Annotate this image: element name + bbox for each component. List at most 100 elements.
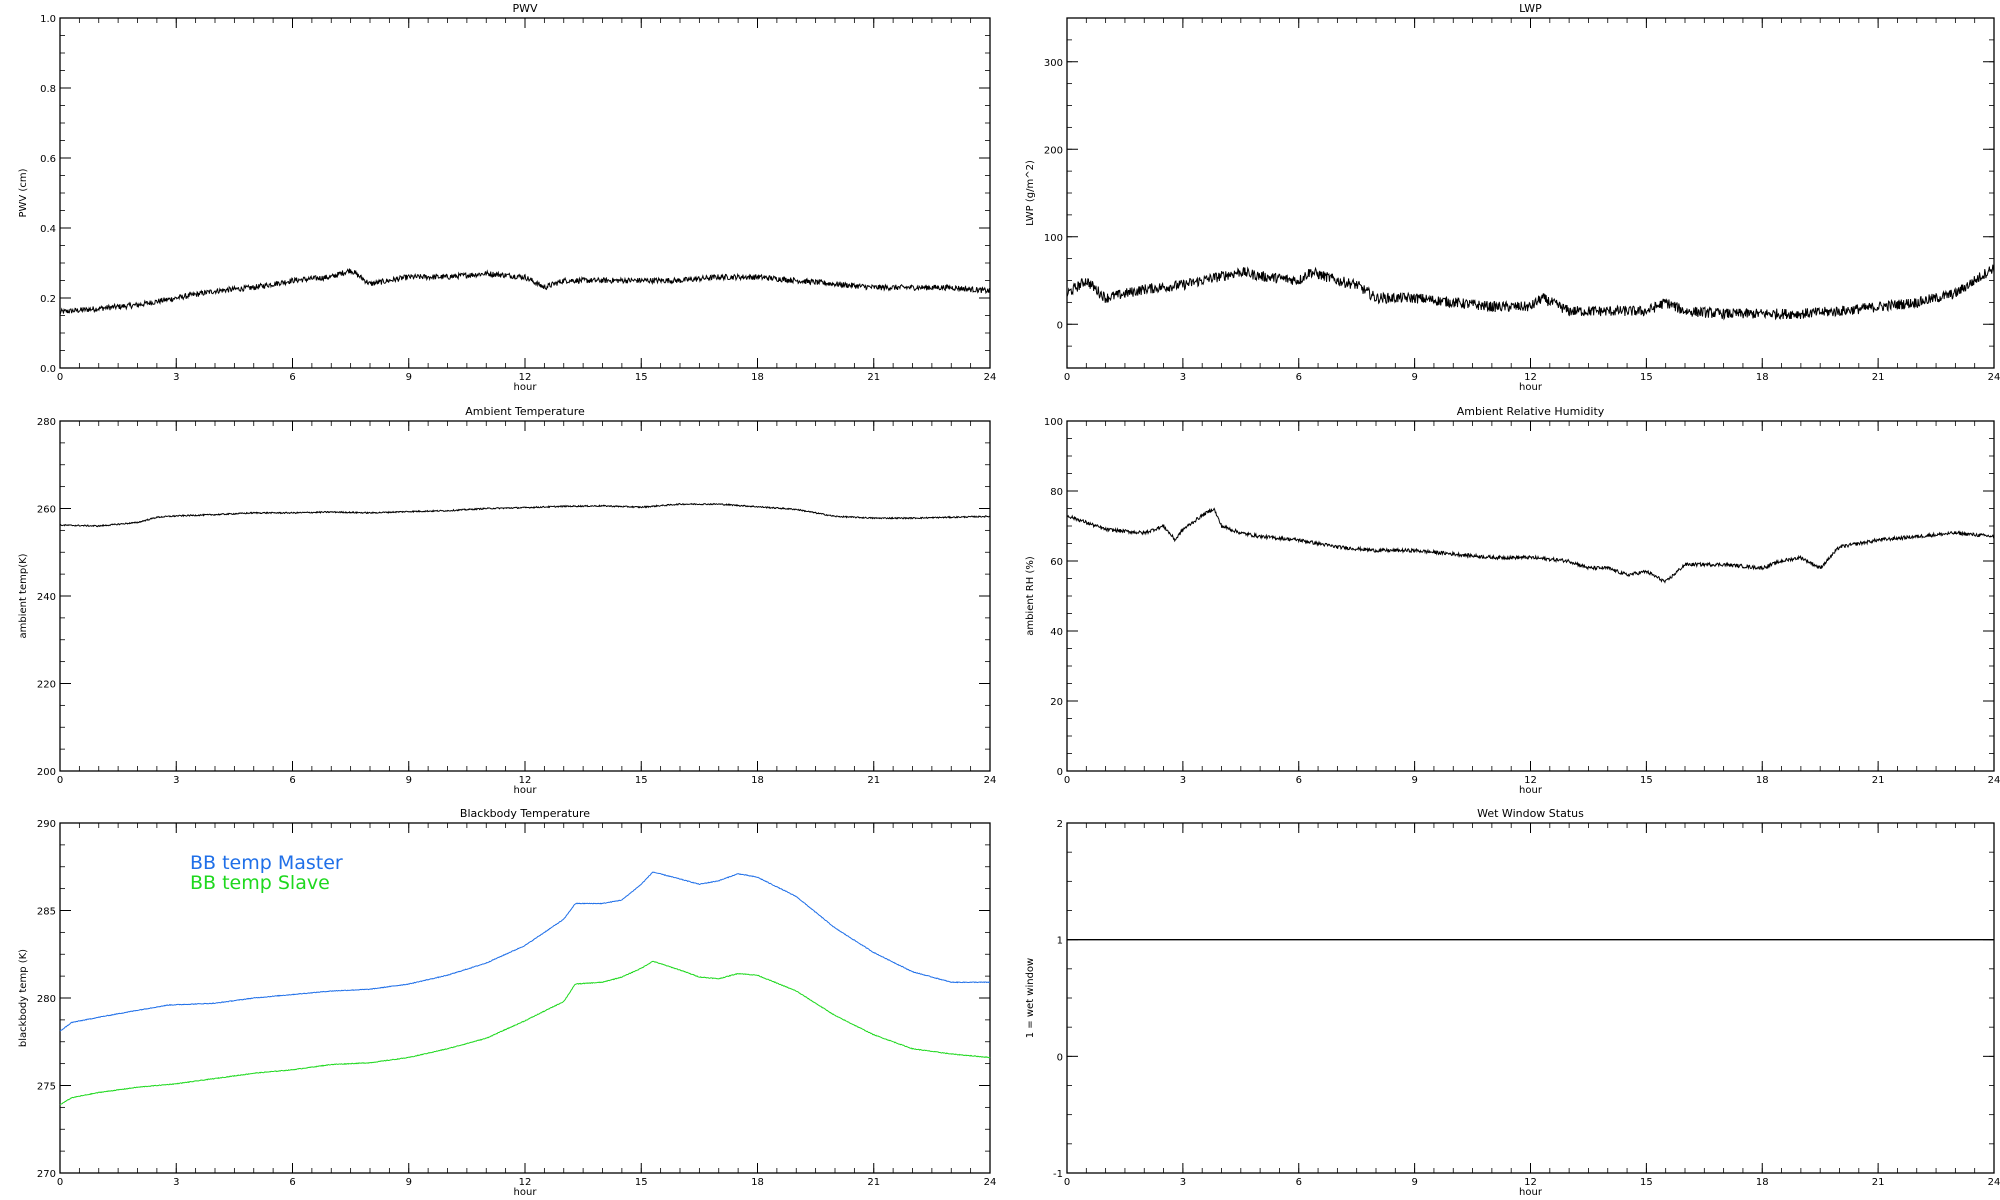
y-tick-label: 2 [1057, 819, 1063, 830]
x-tick-label: 24 [984, 372, 997, 383]
y-tick-label: 290 [37, 819, 56, 830]
x-tick-label: 21 [867, 775, 880, 786]
x-axis-label: hour [514, 1187, 538, 1198]
y-tick-label: -1 [1053, 1169, 1063, 1180]
x-tick-label: 3 [1180, 1177, 1186, 1188]
x-tick-label: 12 [519, 775, 532, 786]
x-tick-label: 6 [1296, 372, 1302, 383]
x-tick-label: 24 [1988, 372, 2000, 383]
x-tick-label: 3 [173, 372, 179, 383]
y-tick-label: 280 [37, 417, 56, 428]
series-line [59, 960, 991, 1106]
x-tick-label: 9 [1411, 1177, 1417, 1188]
y-tick-label: 0 [1057, 1052, 1063, 1063]
chart-title: Wet Window Status [1477, 807, 1584, 820]
plot-frame [1066, 420, 1995, 772]
x-tick-label: 6 [289, 1177, 295, 1188]
legend-entry: BB temp Slave [190, 872, 330, 894]
x-tick-label: 24 [1988, 1177, 2000, 1188]
y-tick-label: 40 [1050, 627, 1063, 638]
x-tick-label: 12 [1524, 1177, 1537, 1188]
y-tick-label: 240 [37, 592, 56, 603]
x-tick-label: 3 [1180, 372, 1186, 383]
x-tick-label: 12 [519, 372, 532, 383]
x-tick-label: 6 [289, 775, 295, 786]
plot-frame [59, 17, 991, 369]
y-tick-label: 80 [1050, 487, 1063, 498]
x-tick-label: 15 [1640, 372, 1653, 383]
plot-frame [59, 420, 991, 772]
x-tick-label: 18 [1756, 372, 1769, 383]
y-tick-label: 280 [37, 994, 56, 1005]
x-tick-label: 9 [1411, 775, 1417, 786]
x-axis-label: hour [1519, 382, 1543, 393]
y-tick-label: 0 [1057, 320, 1063, 331]
x-tick-label: 18 [1756, 775, 1769, 786]
x-tick-label: 15 [635, 775, 648, 786]
x-tick-label: 12 [519, 1177, 532, 1188]
chart-title: Blackbody Temperature [460, 807, 590, 820]
x-tick-label: 21 [1872, 372, 1885, 383]
chart-panel: PWV 0 3 6 9 12 15 18 21 24 hour 0.0 0.2 0.4 0.6 0.8 1.0 P… [18, 2, 996, 393]
plot-frame [1066, 822, 1995, 1174]
y-tick-label: 285 [37, 907, 56, 918]
y-tick-label: 300 [1044, 58, 1063, 69]
y-tick-label: 200 [37, 767, 56, 778]
x-tick-label: 12 [1524, 775, 1537, 786]
y-tick-label: 275 [37, 1082, 56, 1093]
x-tick-label: 15 [635, 1177, 648, 1188]
x-tick-label: 21 [1872, 1177, 1885, 1188]
x-tick-label: 6 [1296, 775, 1302, 786]
plot-frame [1066, 17, 1995, 369]
x-tick-label: 3 [173, 775, 179, 786]
y-tick-label: 100 [1044, 233, 1063, 244]
x-axis-label: hour [1519, 785, 1543, 796]
x-tick-label: 15 [1640, 1177, 1653, 1188]
y-tick-label: 1.0 [40, 14, 56, 25]
x-tick-label: 18 [751, 1177, 764, 1188]
x-tick-label: 0 [57, 1177, 63, 1188]
x-tick-label: 6 [289, 372, 295, 383]
series-line [1066, 507, 1995, 584]
x-axis-label: hour [514, 382, 538, 393]
x-tick-label: 0 [57, 775, 63, 786]
y-axis-label: PWV (cm) [18, 168, 29, 217]
x-tick-label: 24 [984, 775, 997, 786]
x-tick-label: 0 [1064, 775, 1070, 786]
series-line [59, 871, 991, 1032]
y-tick-label: 270 [37, 1169, 56, 1180]
y-tick-label: 0.6 [40, 154, 56, 165]
y-tick-label: 260 [37, 505, 56, 516]
x-tick-label: 3 [173, 1177, 179, 1188]
x-tick-label: 15 [635, 372, 648, 383]
x-tick-label: 0 [57, 372, 63, 383]
y-tick-label: 0 [1057, 767, 1063, 778]
x-tick-label: 9 [1411, 372, 1417, 383]
x-tick-label: 21 [1872, 775, 1885, 786]
x-tick-label: 0 [1064, 372, 1070, 383]
x-tick-label: 9 [406, 775, 412, 786]
chart-title: LWP [1519, 2, 1542, 15]
chart-panel: Ambient Relative Humidity 0 3 6 9 12 15 18 21 24 h… [1025, 405, 2000, 796]
x-tick-label: 21 [867, 372, 880, 383]
y-tick-label: 200 [1044, 145, 1063, 156]
series-line [59, 502, 991, 528]
y-axis-label: LWP (g/m^2) [1025, 160, 1036, 226]
y-tick-label: 0.4 [40, 224, 56, 235]
y-tick-label: 100 [1044, 417, 1063, 428]
y-axis-label: 1 = wet window [1025, 958, 1036, 1038]
y-tick-label: 60 [1050, 557, 1063, 568]
chart-title: Ambient Temperature [465, 405, 585, 418]
series-line [1066, 264, 1995, 321]
y-tick-label: 220 [37, 680, 56, 691]
y-tick-label: 0.8 [40, 84, 56, 95]
legend-entry: BB temp Master [190, 852, 343, 874]
y-tick-label: 0.2 [40, 294, 56, 305]
y-tick-label: 0.0 [40, 364, 56, 375]
x-tick-label: 24 [984, 1177, 997, 1188]
x-tick-label: 12 [1524, 372, 1537, 383]
chart-title: Ambient Relative Humidity [1457, 405, 1605, 418]
y-axis-label: ambient temp(K) [18, 553, 29, 638]
